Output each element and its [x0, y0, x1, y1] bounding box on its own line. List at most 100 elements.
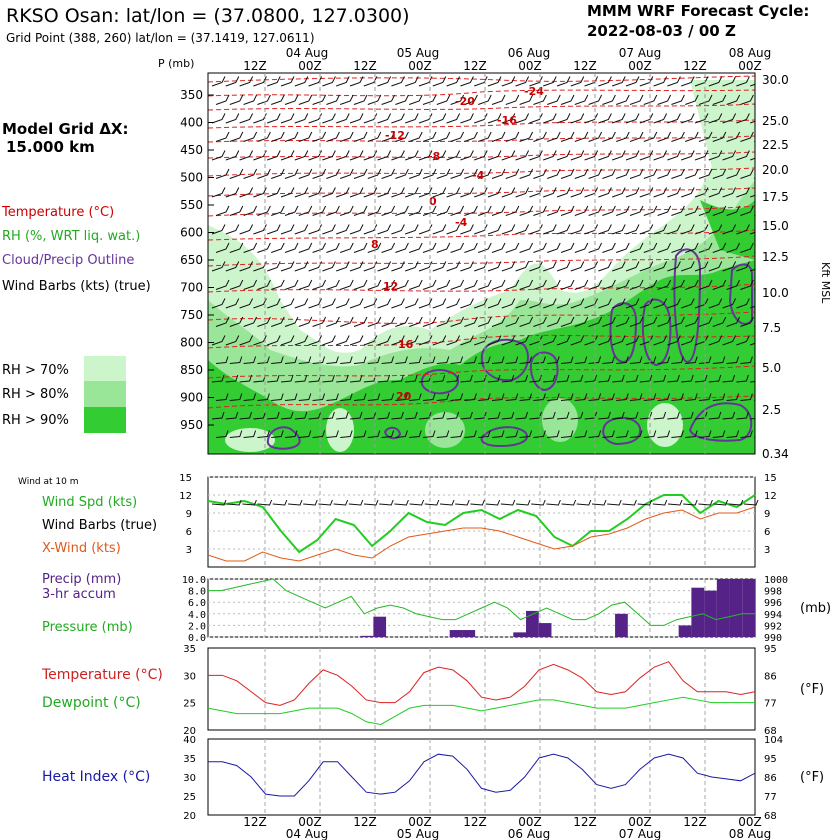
precip-tick: 10.0 [182, 575, 206, 586]
wind-barb [698, 316, 713, 327]
wind-barb [560, 205, 575, 216]
temp-right-tick: 86 [764, 671, 777, 682]
wind-barb [298, 168, 313, 179]
surface-wind-barb [257, 499, 273, 506]
wind-barb [322, 187, 336, 198]
wind-barb [322, 150, 336, 161]
wind-barb [708, 261, 723, 272]
wind-barb [294, 113, 309, 124]
wind-barb [529, 76, 543, 87]
wind-barb [381, 242, 396, 253]
wind-barb [363, 187, 378, 198]
wind-barb [322, 224, 336, 235]
wind-barb [215, 94, 230, 105]
wind-barb [570, 374, 584, 383]
wind-barb [280, 411, 294, 420]
wind-barb [612, 150, 626, 161]
wind-barb [533, 393, 546, 401]
wind-barb [681, 150, 695, 161]
wind-barb [543, 298, 557, 309]
wind-barb [363, 298, 378, 309]
heat-right-tick: 95 [764, 754, 777, 765]
wind-barb [478, 131, 492, 142]
wind-barb [280, 298, 295, 309]
wind-barb [363, 150, 378, 161]
wind-barb [450, 316, 465, 327]
wind-barb [312, 356, 326, 364]
wind-barb [750, 120, 755, 124]
wind-barb [584, 150, 599, 161]
wind-barb [588, 356, 602, 364]
wind-barb [588, 316, 603, 327]
wind-barb [280, 261, 295, 272]
wind-barb [598, 76, 612, 87]
wind-barb [754, 436, 755, 438]
wind-barb [598, 113, 612, 124]
wind-barb [460, 411, 473, 420]
wind-barb [643, 168, 658, 179]
wind-barb [657, 94, 672, 105]
wind-barb [570, 411, 584, 420]
wind-barb [750, 157, 755, 161]
wind-barb [298, 131, 313, 142]
wind-barb [574, 393, 588, 401]
wind-barb [464, 168, 478, 179]
wind-barb [667, 150, 681, 161]
temp-label: -4 [455, 216, 468, 229]
wind-barb [519, 94, 534, 105]
wind-barb [225, 411, 239, 420]
wind-barb [529, 187, 543, 198]
wind-barb [326, 430, 339, 438]
wind-barb [529, 150, 543, 161]
wind-barb [574, 316, 589, 327]
wind-left-tick: 3 [186, 545, 192, 556]
wind-barb [229, 430, 243, 438]
wind-barb [639, 113, 654, 124]
bottom-date-label: 07 Aug [619, 827, 662, 840]
precip-bar [704, 590, 717, 637]
wind-barb [657, 393, 671, 401]
wind-barb [491, 131, 506, 142]
wind-barb [460, 374, 473, 383]
wind-barb [474, 374, 487, 383]
wind-barb [474, 261, 488, 272]
wind-barb [267, 76, 281, 87]
wind-barb [340, 430, 353, 438]
wind-barb [308, 76, 323, 87]
wind-barb [284, 205, 299, 216]
wind-barb [501, 335, 516, 346]
wind-barb [367, 205, 382, 216]
wind-barb [229, 205, 244, 216]
wind-barb [294, 224, 309, 235]
dewpoint-legend: Dewpoint (°C) [42, 695, 141, 711]
wind-barb [667, 411, 680, 420]
wind-barb [574, 168, 589, 179]
wind-barb [229, 279, 244, 290]
wind-barb [505, 242, 520, 253]
kft-tick: 2.5 [762, 403, 781, 417]
wind-barb [211, 374, 225, 383]
wind-barb [409, 94, 423, 105]
wind-barb [460, 224, 474, 235]
wind-barb [322, 298, 336, 309]
wind-barb [616, 94, 630, 105]
wind-barb [685, 94, 699, 105]
wind-barb [294, 76, 309, 87]
wind-barb [698, 242, 713, 253]
wind-barb [336, 261, 350, 272]
wind-barb [726, 430, 740, 438]
surface-wind-barb [683, 499, 698, 506]
wind-barb [533, 430, 546, 438]
surface-wind-barb [470, 499, 485, 506]
wind-barb [271, 316, 285, 327]
wind-barb [284, 279, 299, 290]
wind-barb [225, 187, 240, 198]
bottom-hour-labels: 12Z 00Z 12Z 00Z 12Z 00Z 12Z 00Z 12Z 00Z [243, 815, 762, 829]
wind-barb [629, 279, 644, 290]
wind-barb [598, 224, 612, 235]
wind-barb [418, 76, 433, 87]
top-date-label: 07 Aug [619, 46, 662, 60]
wind-barb [708, 335, 723, 346]
wind-barb [422, 356, 436, 364]
